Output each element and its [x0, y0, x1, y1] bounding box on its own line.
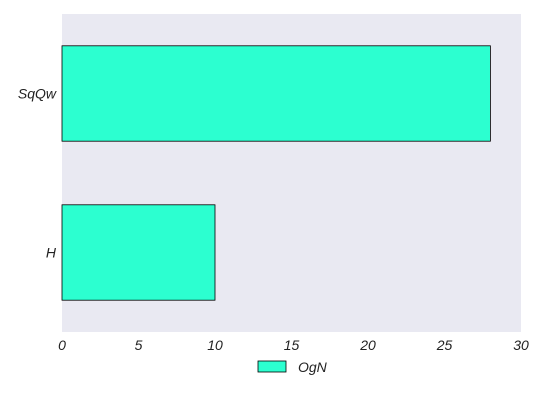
legend-swatch	[257, 360, 287, 373]
x-tick-label: 15	[284, 337, 300, 353]
bars-group	[61, 45, 491, 301]
bar-sqqw	[61, 45, 491, 142]
bar-h	[61, 204, 216, 301]
x-tick-label: 30	[513, 337, 529, 353]
x-tick-label: 5	[135, 337, 143, 353]
legend-label: OgN	[298, 359, 328, 375]
x-tick-label: 0	[58, 337, 66, 353]
y-tick-label: H	[46, 245, 57, 261]
y-tick-label: SqQw	[18, 86, 57, 102]
x-tick-label: 25	[436, 337, 453, 353]
x-tick-label: 20	[359, 337, 376, 353]
legend: OgN	[257, 359, 328, 375]
x-tick-label: 10	[207, 337, 223, 353]
x-tick-labels: 0 5 10 15 20 25 30	[58, 337, 529, 353]
y-tick-labels: SqQw H	[18, 86, 57, 261]
